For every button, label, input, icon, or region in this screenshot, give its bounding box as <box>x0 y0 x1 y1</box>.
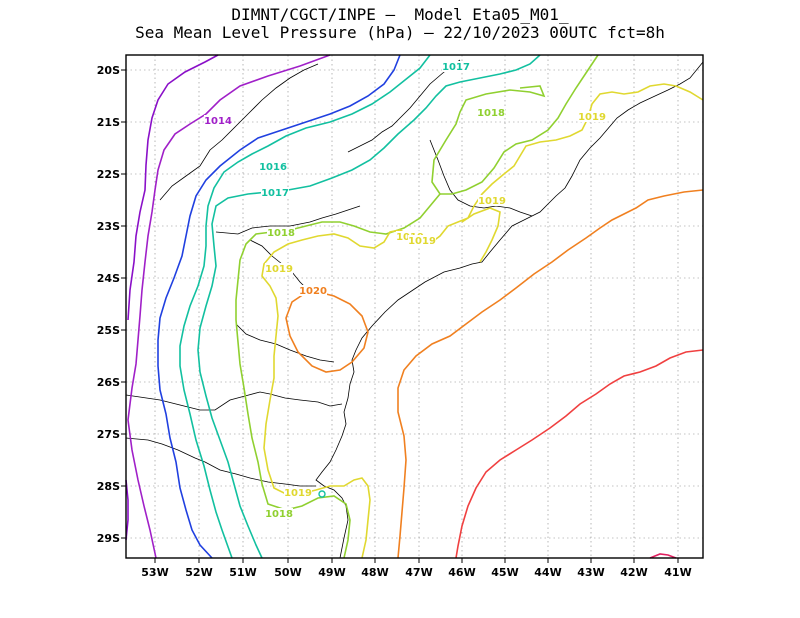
contour-label: 1019 <box>265 264 293 275</box>
lat-tick-label: 22S <box>97 168 120 181</box>
isobar-1018-b <box>235 193 441 559</box>
lon-tick-label: 45W <box>491 566 518 579</box>
contour-label: 1019 <box>578 112 606 123</box>
contour-label: 1018 <box>265 509 293 520</box>
lat-tick-label: 27S <box>97 428 120 441</box>
coastline-main <box>315 61 704 559</box>
isobar-1016 <box>179 54 431 559</box>
state-border-5 <box>429 139 533 217</box>
isobar-lines <box>125 54 704 559</box>
graticule-grid <box>121 55 703 563</box>
contour-label-bg <box>478 195 506 206</box>
isobar-1015 <box>157 54 401 559</box>
contour-label-bg <box>267 227 295 238</box>
contour-label-bg <box>477 107 505 118</box>
plot-frame <box>125 54 704 559</box>
title-line-2: Sea Mean Level Pressure (hPa) – 22/10/20… <box>135 23 665 42</box>
latitude-tick-labels: 20S 21S 22S 23S 24S 25S 26S 27S 28S 29S <box>97 64 120 545</box>
lon-tick-label: 43W <box>577 566 604 579</box>
contour-label: 1020 <box>299 286 327 297</box>
isobar-1020 <box>397 189 704 559</box>
chart-title: DIMNT/CGCT/INPE – Model Eta05_M01_ Sea M… <box>0 6 800 42</box>
lon-tick-label: 42W <box>620 566 647 579</box>
contour-label-bg <box>259 161 287 172</box>
isobar-1018 <box>431 54 599 195</box>
contour-label: 1019 <box>408 236 436 247</box>
isobar-1013 <box>127 54 219 321</box>
isobar-1019-b <box>461 207 501 263</box>
lon-tick-label: 47W <box>405 566 432 579</box>
lon-tick-label: 49W <box>318 566 345 579</box>
contour-label: 1016 <box>259 162 287 173</box>
isobar-1019 <box>261 83 704 559</box>
contour-label: 1018 <box>477 108 505 119</box>
lat-tick-label: 20S <box>97 64 120 77</box>
state-border-6 <box>235 323 335 363</box>
lat-tick-label: 29S <box>97 532 120 545</box>
contour-label-bg <box>261 187 289 198</box>
isobar-1013-b <box>125 479 129 541</box>
contour-label: 1014 <box>204 116 232 127</box>
contour-label-bg <box>265 263 293 274</box>
lon-tick-label: 52W <box>185 566 212 579</box>
contour-label-bg <box>265 508 293 519</box>
contour-label: 1019 <box>284 488 312 499</box>
contour-label-bg <box>284 487 312 498</box>
state-border-3 <box>215 205 361 235</box>
contour-label: 1019 <box>478 196 506 207</box>
lon-tick-label: 46W <box>448 566 475 579</box>
title-line-1: DIMNT/CGCT/INPE – Model Eta05_M01_ <box>231 5 569 24</box>
isobar-1021 <box>455 349 704 559</box>
lat-tick-label: 23S <box>97 220 120 233</box>
longitude-tick-labels: 53W 52W 51W 50W 49W 48W 47W 46W 45W 44W 43W 42W 41W <box>141 566 691 579</box>
isobar-1014 <box>127 54 331 559</box>
lon-tick-label: 53W <box>141 566 168 579</box>
lat-tick-label: 25S <box>97 324 120 337</box>
lon-tick-label: 48W <box>361 566 388 579</box>
contour-label-bg <box>408 235 436 246</box>
lon-tick-label: 44W <box>534 566 561 579</box>
contour-label: 1017 <box>261 188 289 199</box>
state-border-4 <box>159 63 319 201</box>
lat-tick-label: 24S <box>97 272 120 285</box>
lat-tick-label: 21S <box>97 116 120 129</box>
contour-labels: 1014 1016 1017 1017 1018 1018 1018 1019 1019 1019… <box>204 61 606 520</box>
contour-label-bg <box>204 115 232 126</box>
state-border-1 <box>125 391 343 411</box>
lon-tick-label: 41W <box>664 566 691 579</box>
state-border-2 <box>125 437 316 487</box>
contour-label-bg <box>578 111 606 122</box>
contour-label: 1017 <box>442 62 470 73</box>
isobar-1017-small <box>318 490 326 498</box>
isobar-1022 <box>649 553 677 559</box>
coastline <box>125 59 704 559</box>
contour-label-bg <box>442 61 470 72</box>
lon-tick-label: 51W <box>229 566 256 579</box>
coastline-north <box>347 59 461 153</box>
isobar-1017 <box>197 54 541 559</box>
lon-tick-label: 50W <box>274 566 301 579</box>
lat-tick-label: 28S <box>97 480 120 493</box>
contour-label-bg <box>299 285 327 296</box>
lat-tick-label: 26S <box>97 376 120 389</box>
contour-label: 1018 <box>267 228 295 239</box>
isobar-1020-closed <box>285 291 369 373</box>
